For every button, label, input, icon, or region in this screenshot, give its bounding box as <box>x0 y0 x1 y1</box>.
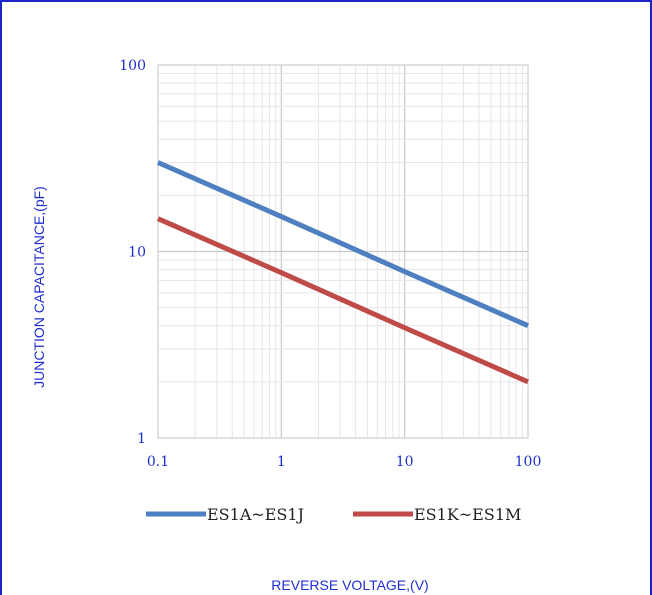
y-tick-label: 1 <box>137 431 146 447</box>
plot-area <box>157 64 529 439</box>
x-tick-label: 100 <box>515 454 542 470</box>
legend: ES1A~ES1J ES1K~ES1M <box>146 505 521 524</box>
plot-grid <box>157 64 529 439</box>
x-tick-label: 10 <box>396 454 414 470</box>
x-tick-label: 1 <box>277 454 286 470</box>
legend-label-2: ES1K~ES1M <box>414 505 521 524</box>
series-line-2 <box>156 216 530 385</box>
y-tick-label: 10 <box>128 245 146 261</box>
x-axis-label: REVERSE VOLTAGE,(V) <box>271 577 428 593</box>
series-line-1 <box>156 160 530 329</box>
y-tick-label: 100 <box>119 58 146 74</box>
series-layer <box>156 160 530 385</box>
x-tick-label: 0.1 <box>147 454 169 470</box>
legend-label-1: ES1A~ES1J <box>207 505 304 524</box>
y-axis-label: JUNCTION CAPACITANCE,(pF) <box>31 186 47 388</box>
